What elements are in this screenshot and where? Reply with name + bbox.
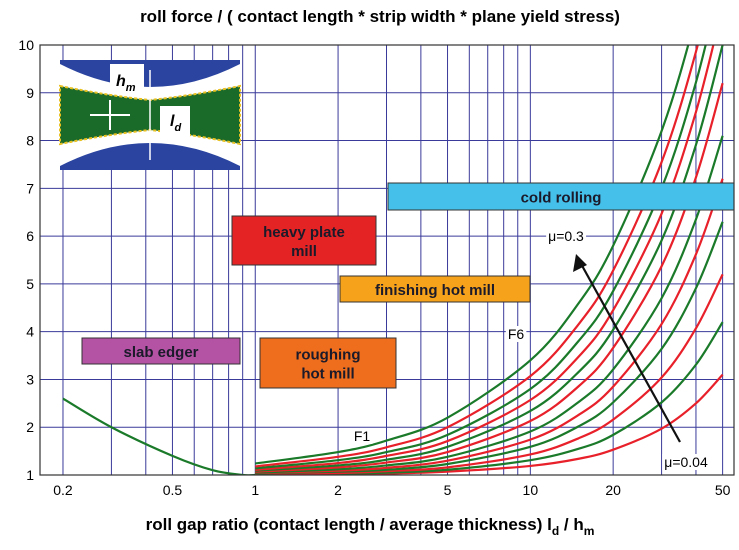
y-tick-label: 2 — [26, 419, 34, 435]
label-bg — [662, 454, 710, 470]
y-tick-label: 9 — [26, 85, 34, 101]
l-label: l — [170, 113, 175, 130]
curve — [255, 45, 699, 468]
x-tick-label: 1 — [251, 482, 259, 498]
y-tick-label: 7 — [26, 180, 34, 196]
curve — [255, 45, 724, 472]
x-tick-label: 20 — [605, 482, 621, 498]
curve — [255, 135, 724, 474]
h-label: h — [116, 73, 126, 90]
x-tick-label: 2 — [334, 482, 342, 498]
label-bg — [351, 428, 373, 444]
chart-title: roll force / ( contact length * strip wi… — [140, 7, 620, 26]
y-tick-label: 1 — [26, 467, 34, 483]
x-tick-label: 0.5 — [163, 482, 183, 498]
curve — [255, 178, 724, 475]
x-label-sub: m — [584, 524, 595, 538]
h-label-bg — [110, 64, 144, 94]
x-tick-label: 50 — [715, 482, 731, 498]
annotation-text: heavy plate — [263, 224, 345, 241]
label-bg — [505, 326, 527, 342]
annotation-text: roughing — [296, 347, 361, 364]
x-axis-label: roll gap ratio (contact length / average… — [146, 515, 595, 538]
y-tick-label: 6 — [26, 228, 34, 244]
inset-label: ld — [170, 113, 181, 134]
arrow-head — [573, 254, 587, 272]
x-label-text: / h — [559, 515, 584, 534]
annotation-text: slab edger — [123, 344, 198, 361]
h-sub: m — [126, 82, 136, 94]
plot-frame — [39, 44, 735, 476]
curve — [62, 397, 256, 475]
y-tick-label: 3 — [26, 371, 34, 387]
label-bg — [546, 228, 587, 244]
l-label-bg — [160, 106, 190, 136]
annotation-box — [387, 182, 735, 211]
curve — [255, 82, 724, 473]
chart-label: F6 — [508, 326, 525, 342]
annotation-text: mill — [291, 243, 317, 260]
curve — [255, 45, 715, 471]
annotation-text: cold rolling — [521, 190, 602, 207]
y-tick-label: 5 — [26, 276, 34, 292]
y-tick-label: 4 — [26, 324, 34, 340]
inset-label: hm — [116, 73, 136, 94]
l-sub: d — [174, 122, 181, 134]
annotation-text: finishing hot mill — [375, 282, 495, 299]
x-tick-label: 0.2 — [53, 482, 73, 498]
chart-label: μ=0.04 — [664, 454, 708, 470]
chart-label: μ=0.3 — [548, 228, 584, 244]
x-label-text: roll gap ratio (contact length / average… — [146, 515, 552, 534]
curve — [255, 45, 707, 470]
annotation-box — [339, 275, 531, 303]
x-label-sub: d — [552, 524, 559, 538]
x-tick-label: 10 — [523, 482, 539, 498]
curve — [255, 221, 724, 475]
x-tick-label: 5 — [444, 482, 452, 498]
y-tick-label: 8 — [26, 133, 34, 149]
inset-diagram: hm ld — [59, 60, 241, 170]
annotation-box — [259, 337, 397, 389]
annotation-box — [231, 215, 377, 266]
arrow-line — [579, 261, 681, 443]
curve — [255, 45, 690, 465]
y-tick-label: 10 — [18, 37, 34, 53]
chart-label: F1 — [354, 428, 371, 444]
annotation-text: hot mill — [301, 366, 354, 383]
annotation-box — [81, 337, 241, 365]
curve — [255, 273, 724, 475]
